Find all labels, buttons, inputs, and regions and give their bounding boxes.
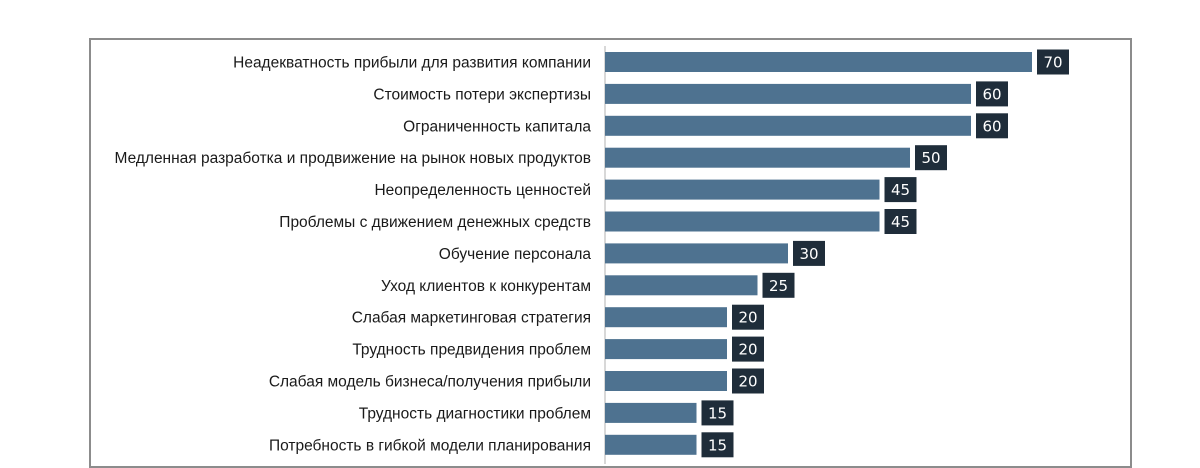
- data-label-background: [762, 272, 795, 298]
- bar: [605, 307, 727, 328]
- bar: [605, 434, 697, 455]
- data-label-background: [1037, 49, 1069, 75]
- category-label: Уход клиентов к конкурентам: [381, 278, 591, 295]
- data-label: 45: [891, 181, 910, 199]
- category-label: Стоимость потери экспертизы: [373, 86, 591, 103]
- bar: [605, 115, 971, 136]
- data-label: 30: [799, 245, 818, 263]
- data-label: 20: [738, 341, 757, 359]
- category-label: Проблемы с движением денежных средств: [279, 214, 591, 231]
- data-label: 70: [1043, 54, 1062, 72]
- data-label: 45: [891, 213, 910, 231]
- data-label-background: [915, 145, 947, 171]
- bar: [605, 243, 788, 264]
- category-label: Ограниченность капитала: [403, 118, 591, 135]
- data-label: 15: [708, 404, 727, 422]
- bar: [605, 147, 910, 168]
- data-label: 25: [769, 277, 788, 295]
- data-label: 20: [738, 309, 757, 327]
- data-label: 60: [982, 117, 1001, 135]
- data-label-background: [884, 177, 917, 203]
- bar: [605, 371, 727, 391]
- category-label: Медленная разработка и продвижение на ры…: [114, 150, 591, 167]
- data-label-background: [701, 432, 734, 458]
- bar: [605, 402, 697, 423]
- bar: [605, 83, 971, 104]
- category-label: Обучение персонала: [439, 246, 592, 263]
- category-label: Слабая маркетинговая стратегия: [352, 310, 591, 327]
- category-label: Слабая модель бизнеса/получения прибыли: [269, 374, 591, 391]
- data-label: 20: [738, 373, 757, 391]
- category-label: Неадекватность прибыли для развития комп…: [233, 55, 591, 72]
- category-label: Потребность в гибкой модели планирования: [269, 437, 591, 454]
- data-label-background: [732, 336, 764, 362]
- category-label: Неопределенность ценностей: [374, 182, 591, 199]
- data-label-background: [732, 368, 764, 394]
- data-label-background: [884, 209, 917, 234]
- data-label-background: [701, 400, 734, 426]
- data-label-background: [732, 304, 764, 330]
- data-label: 60: [982, 85, 1001, 103]
- bars-group: Неадекватность прибыли для развития комп…: [114, 49, 1069, 458]
- category-label: Трудность диагностики проблем: [359, 405, 591, 422]
- data-label: 15: [708, 436, 727, 454]
- data-label-background: [976, 81, 1008, 107]
- bar: [605, 275, 758, 296]
- bar: [605, 339, 727, 360]
- bar: [605, 52, 1032, 72]
- data-label-background: [793, 240, 825, 266]
- data-label-background: [976, 113, 1008, 139]
- bar: [605, 179, 880, 200]
- bar: [605, 211, 880, 232]
- category-label: Трудность предвидения проблем: [352, 342, 591, 359]
- data-label: 50: [921, 149, 940, 167]
